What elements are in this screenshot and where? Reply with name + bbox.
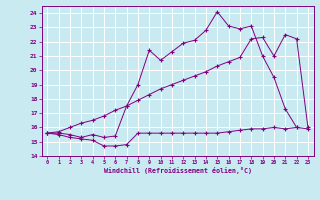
X-axis label: Windchill (Refroidissement éolien,°C): Windchill (Refroidissement éolien,°C) (104, 167, 252, 174)
